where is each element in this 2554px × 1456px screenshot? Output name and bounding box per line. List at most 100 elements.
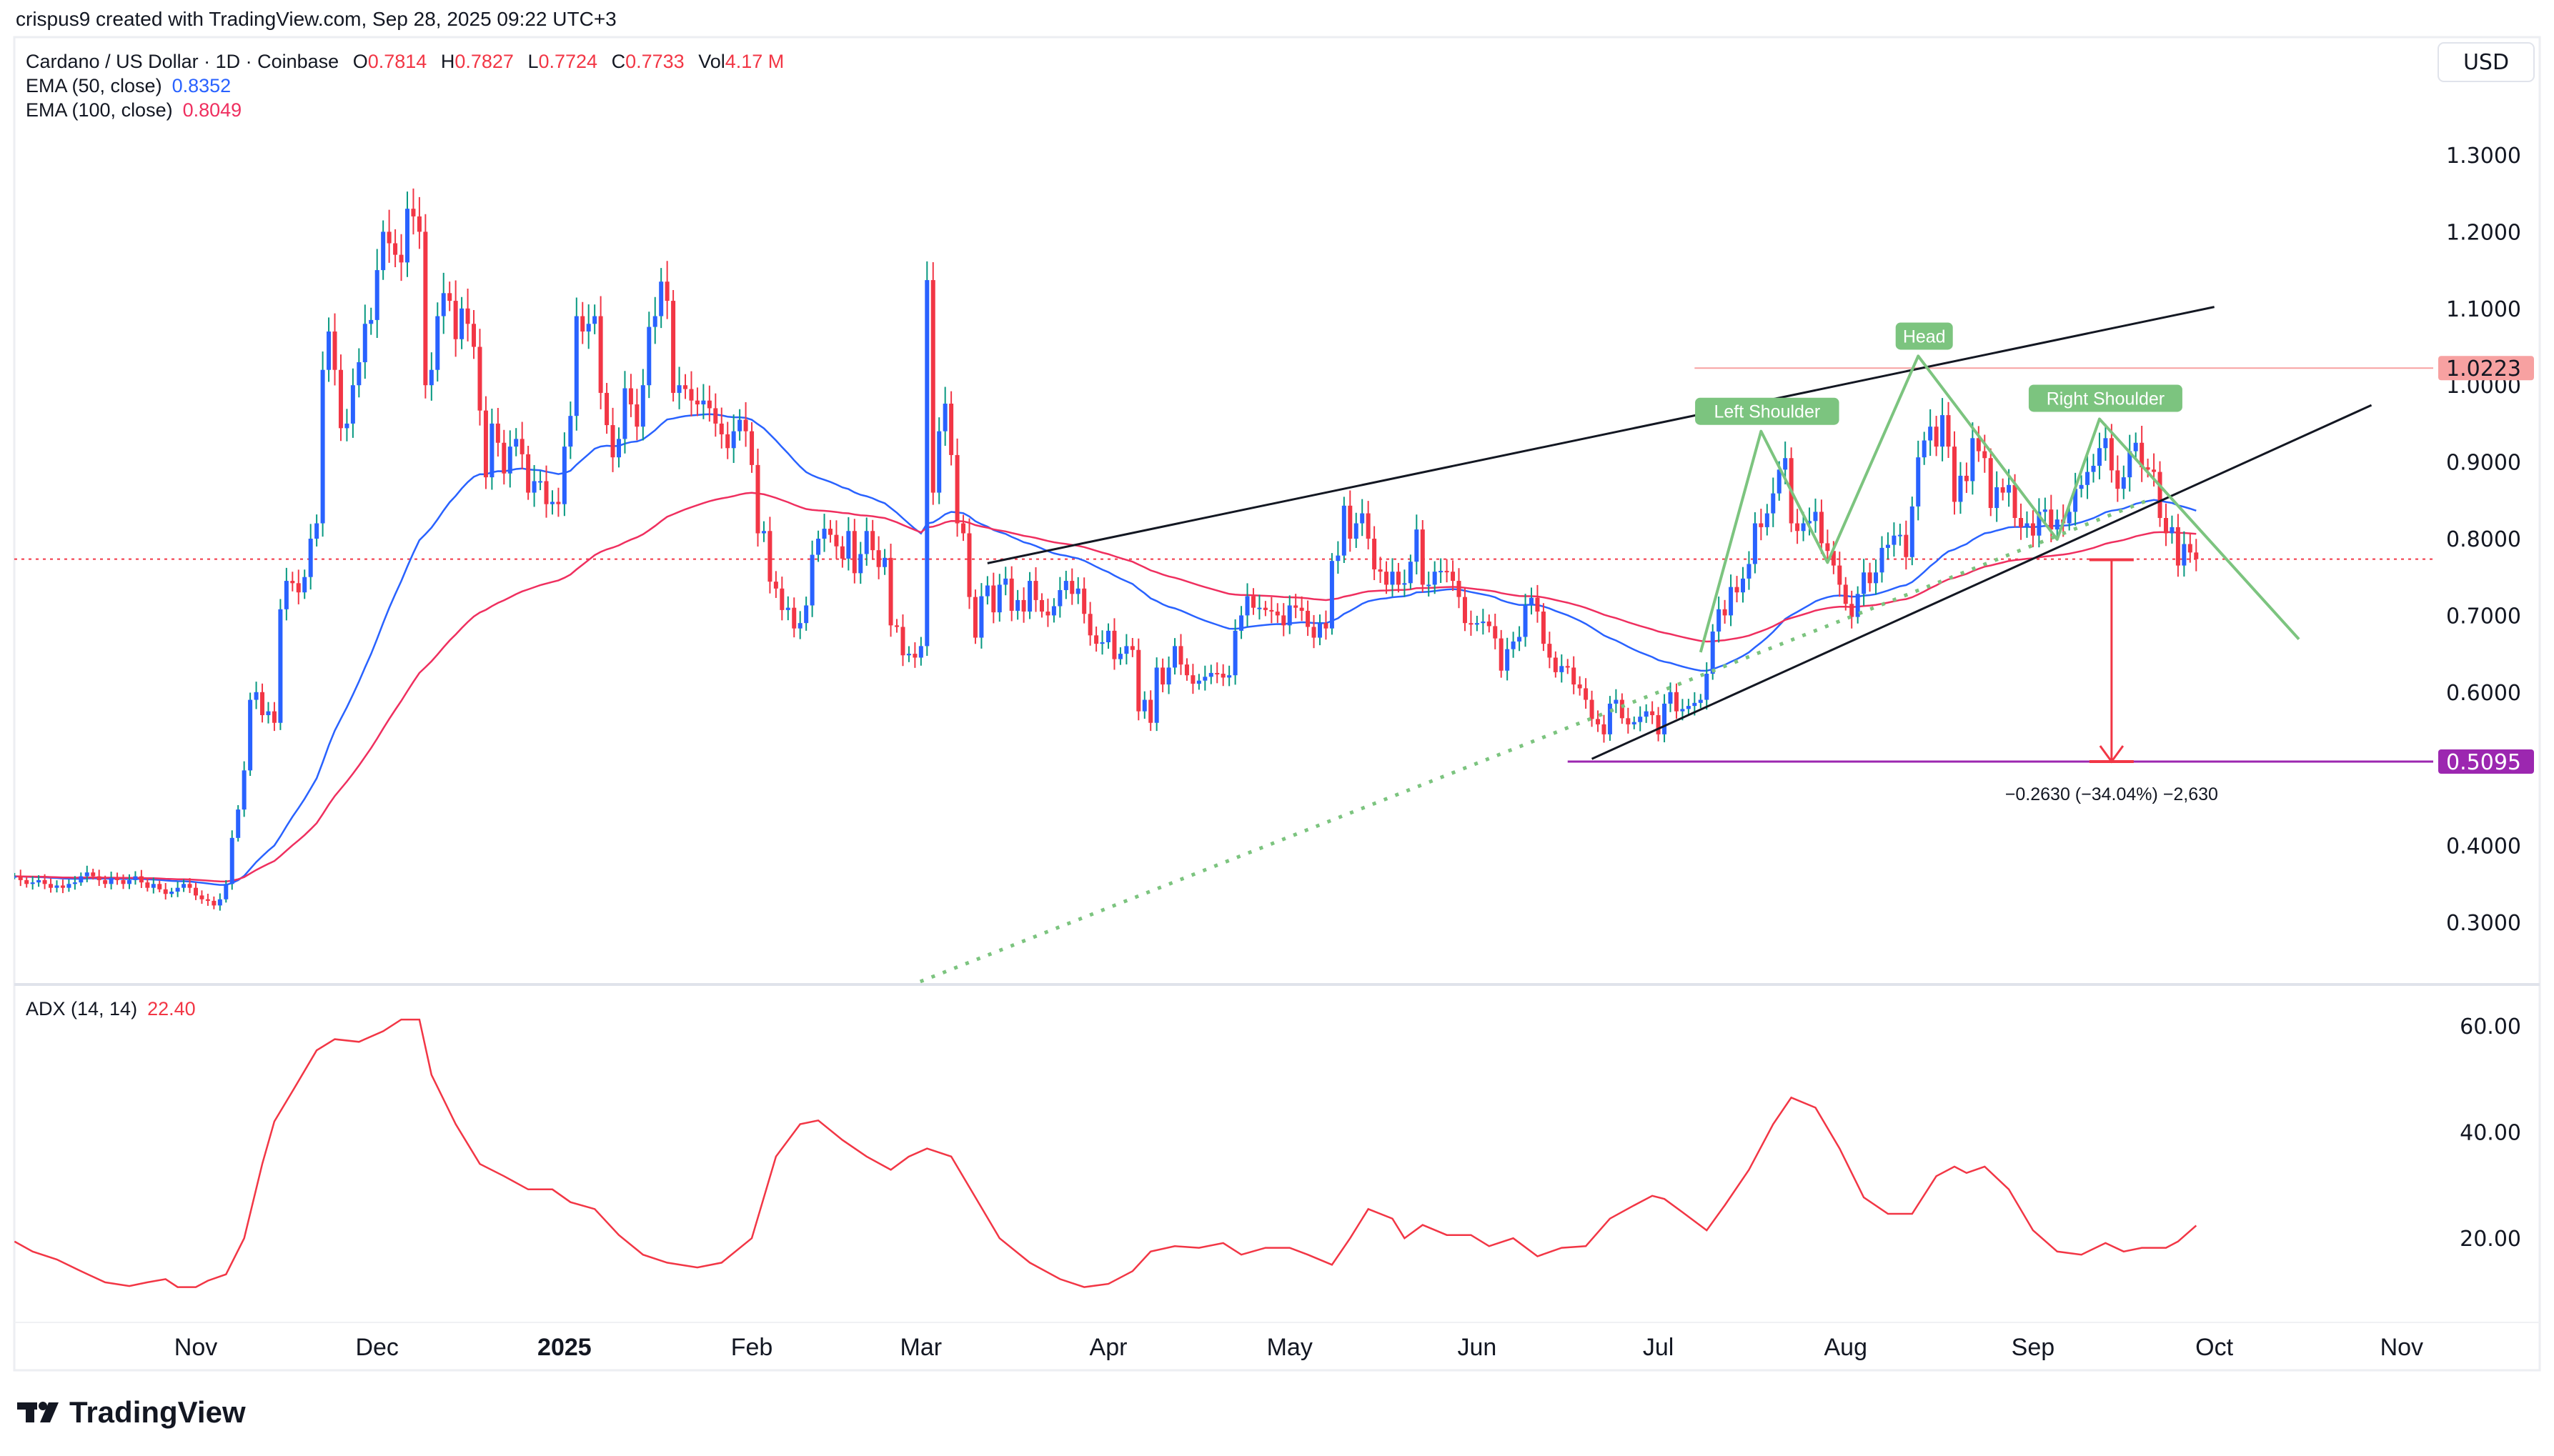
candle-body [1716,609,1721,632]
candle-body [1178,646,1183,665]
candle-body [1885,544,1890,548]
candle [1124,634,1129,665]
candle [707,385,712,422]
candle [797,611,803,639]
candle [79,872,84,886]
candle-body [755,464,760,534]
candle-body [1982,451,1987,459]
candle [1058,577,1063,618]
candle [1070,568,1075,605]
candle-body [1729,587,1734,616]
candle-body [1686,706,1691,709]
adx-tick-label: 40.00 [2460,1121,2521,1146]
candle-body [840,546,845,559]
candle [1208,664,1213,684]
candle [1082,577,1087,624]
candle-body [544,481,549,504]
candle [1964,462,1969,493]
candle [979,583,984,649]
candle-body [1094,635,1099,644]
candle [659,268,664,329]
candle [338,354,343,442]
candle-body [2030,523,2035,536]
candle [991,572,996,624]
candle-body [930,280,935,493]
candle [1311,614,1316,649]
candle-body [1777,469,1782,494]
candle-body [2127,451,2132,478]
pattern-label[interactable]: Right Shoulder [2028,384,2182,412]
candle-body [1366,513,1371,539]
candle-body [1843,584,1848,604]
candle-body [574,316,579,417]
candle-body [1233,630,1238,676]
adx-axis[interactable]: 60.00 40.00 20.00 [2460,1014,2521,1252]
candle-body [423,231,428,386]
head-and-shoulders-pattern[interactable] [1699,354,2300,653]
candle [737,409,742,441]
pattern-label[interactable]: Left Shoulder [1695,397,1839,425]
candle-body [2054,519,2059,530]
candle [677,367,682,409]
candle-body [72,882,77,884]
candle-body [2187,544,2192,553]
pattern-label[interactable]: Head [1895,322,1953,350]
candle-body [24,879,29,884]
candle [1456,568,1461,609]
candle [1353,512,1358,548]
time-axis[interactable]: Nov Dec 2025 Feb Mar Apr May Jun Jul Aug Sep Oct Nov [174,1334,2423,1361]
candle-body [2182,544,2187,566]
candle [1849,590,1854,629]
candle [441,272,446,334]
currency-button[interactable]: USD [2438,42,2535,82]
candle [713,393,718,437]
candle-body [580,316,585,332]
candle [816,530,821,562]
ema50-legend[interactable]: EMA (50, close) 0.8352 [26,75,231,96]
candle-body [2133,442,2138,452]
candle [1039,593,1044,618]
dotted-trendline[interactable] [909,498,2149,986]
candle [1161,658,1166,693]
price-range-measure[interactable]: −0.2630 (−34.04%) −2,630 [2005,558,2218,804]
candle [362,304,367,379]
candle-body [949,403,954,455]
adx-pane[interactable] [14,1018,2197,1288]
price-axis[interactable]: 1.30001.20001.10001.00000.90000.80000.70… [2438,144,2534,936]
candle-body [2145,467,2150,470]
adx-legend[interactable]: ADX (14, 14) 22.40 [26,998,196,1019]
lower-trendline[interactable] [1591,404,2372,760]
candle-body [1909,506,1914,557]
candle [2030,510,2035,547]
candle [1813,498,1818,533]
candle [785,596,790,621]
candle-body [622,388,627,439]
candle [1426,572,1431,597]
candle-body [42,879,47,884]
price-badge-box [2438,749,2534,774]
candle-body [1082,588,1087,614]
tradingview-logo[interactable]: TradingView [17,1395,246,1429]
candle-body [1499,638,1504,671]
candle [1154,657,1159,732]
drawings[interactable]: Left Shoulder Head Right Shoulder −0.2630 (… [909,306,2372,986]
candle-body [1740,578,1745,593]
upper-trendline[interactable] [987,306,2215,564]
candle-body [1118,654,1123,659]
candle-body [1940,415,1945,447]
candle [1686,699,1691,716]
candle-body [610,425,615,458]
candle-body [677,385,682,393]
candle [918,637,923,666]
candle-body [1432,572,1437,585]
candle-body [2037,512,2042,536]
ema100-legend[interactable]: EMA (100, close) 0.8049 [26,99,242,121]
candle-body [2079,484,2084,489]
candle [1559,654,1564,683]
candle-body [773,582,778,589]
candle-body [472,324,477,347]
price-pane[interactable]: Left Shoulder Head Right Shoulder −0.2630 (… [12,188,2433,986]
candle-body [453,301,458,339]
candle [18,869,23,887]
